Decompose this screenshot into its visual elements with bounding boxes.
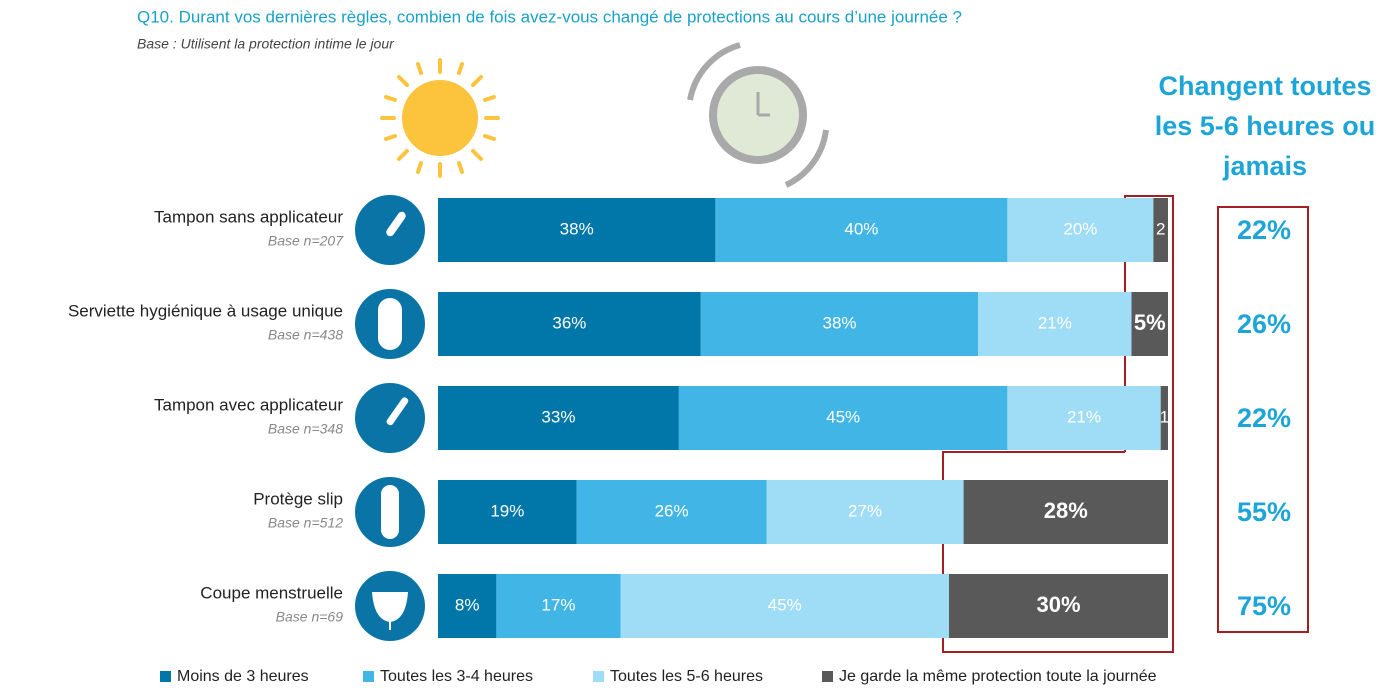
bar-segment [949, 574, 1168, 638]
legend-swatch [363, 671, 374, 682]
total-label: 75% [1237, 591, 1291, 621]
value-label: 5% [1134, 310, 1166, 335]
bar-segment [715, 198, 1008, 262]
base-label: Base n=207 [268, 233, 344, 249]
total-label: 26% [1237, 309, 1291, 339]
sun-icon [380, 58, 500, 178]
category-icons [355, 195, 425, 641]
category-label: Protège slip [253, 489, 343, 508]
value-label: 45% [826, 407, 860, 426]
bar-segment [1160, 386, 1168, 450]
clock-icon [687, 42, 829, 188]
total-label: 22% [1237, 403, 1291, 433]
legend-label: Moins de 3 heures [177, 668, 309, 685]
value-label: 21% [1067, 407, 1101, 426]
base-label: Base n=512 [268, 515, 343, 531]
value-label: 26% [655, 501, 689, 520]
bar-segment [438, 386, 679, 450]
value-label: 17% [541, 595, 575, 614]
value-label: 2 [1156, 219, 1165, 238]
bar-segment [438, 292, 701, 356]
chart-title: Q10. Durant vos dernières règles, combie… [137, 7, 962, 26]
legend-label: Je garde la même protection toute la jou… [839, 668, 1157, 685]
bar-segment [1007, 386, 1161, 450]
bar-segment [438, 480, 577, 544]
legend-label: Toutes les 3-4 heures [380, 668, 533, 685]
value-label: 38% [560, 219, 594, 238]
category-label: Tampon sans applicateur [154, 207, 343, 226]
value-label: 28% [1044, 498, 1088, 523]
value-label: 40% [844, 219, 878, 238]
bar-segment [1153, 198, 1168, 262]
bar-segment [700, 292, 979, 356]
value-label: 38% [822, 313, 856, 332]
totals-title: Changent toutes les 5-6 heures ou jamais [1154, 71, 1376, 181]
base-label: Base n=438 [268, 327, 343, 343]
bar-segment [438, 574, 497, 638]
bar-segment [496, 574, 621, 638]
bar-segment [978, 292, 1132, 356]
category-label: Coupe menstruelle [200, 583, 343, 602]
legend-swatch [822, 671, 833, 682]
bar-segment [678, 386, 1008, 450]
total-label: 22% [1237, 215, 1291, 245]
base-label: Base n=69 [276, 609, 344, 625]
bar-segment [620, 574, 949, 638]
value-label: 1 [1160, 407, 1169, 426]
bar-segment [576, 480, 767, 544]
highlight-boxes [942, 195, 1309, 653]
chart-subtitle: Base : Utilisent la protection intime le… [137, 36, 395, 52]
bar-segment [766, 480, 964, 544]
value-label: 21% [1038, 313, 1072, 332]
value-label: 27% [848, 501, 882, 520]
value-label: 19% [490, 501, 524, 520]
value-label: 8% [455, 595, 480, 614]
bar-segment [438, 198, 716, 262]
category-label: Tampon avec applicateur [154, 395, 343, 414]
bar-segment [1131, 292, 1168, 356]
value-label: 45% [768, 595, 802, 614]
legend-swatch [160, 671, 171, 682]
base-label: Base n=348 [268, 421, 343, 437]
category-label: Serviette hygiénique à usage unique [68, 301, 343, 320]
value-label: 30% [1036, 592, 1080, 617]
total-label: 55% [1237, 497, 1291, 527]
value-label: 20% [1063, 219, 1097, 238]
legend-label: Toutes les 5-6 heures [610, 668, 763, 685]
bar-segment [1007, 198, 1154, 262]
legend-swatch [593, 671, 604, 682]
bar-segment [963, 480, 1168, 544]
value-label: 36% [552, 313, 586, 332]
value-label: 33% [541, 407, 575, 426]
